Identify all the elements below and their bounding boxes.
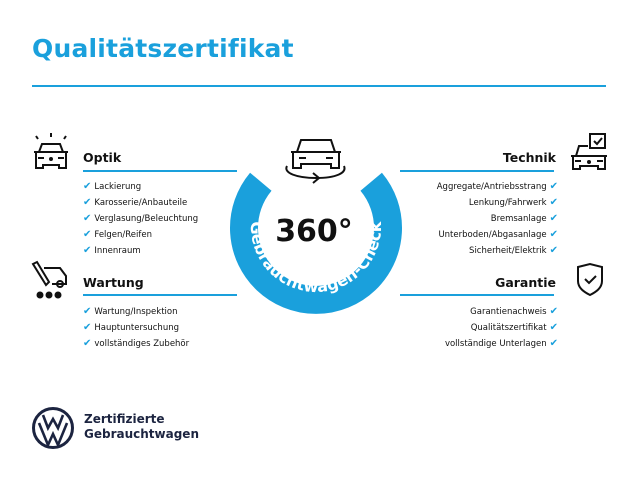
car-checkbox-icon xyxy=(571,133,607,170)
check-icon: ✔ xyxy=(83,338,92,349)
footer-brand-text: Zertifizierte Gebrauchtwagen xyxy=(84,412,199,442)
check-icon: ✔ xyxy=(549,181,558,192)
list-item-label: Karosserie/Anbauteile xyxy=(94,198,188,208)
section-heading-garantie: Garantie xyxy=(495,275,556,290)
vw-logo xyxy=(32,407,74,449)
section-heading-technik: Technik xyxy=(502,150,556,165)
check-icon: ✔ xyxy=(83,306,92,317)
list-item: Bremsanlage ✔ xyxy=(437,211,558,227)
page-title: Qualitätszertifikat xyxy=(32,34,294,63)
list-item: Qualitätszertifikat ✔ xyxy=(445,320,558,336)
check-icon: ✔ xyxy=(549,322,558,333)
check-icon: ✔ xyxy=(549,229,558,240)
list-item: Aggregate/Antriebsstrang ✔ xyxy=(437,179,558,195)
360-check-badge: Gebrauchtwagen-Check 360° xyxy=(230,139,402,314)
car-lights-icon xyxy=(34,133,68,169)
wartung-divider xyxy=(83,294,237,296)
list-item-label: Lackierung xyxy=(94,182,142,192)
list-item: ✔ Karosserie/Anbauteile xyxy=(83,195,198,211)
title-divider xyxy=(32,85,606,87)
list-item-label: Verglasung/Beleuchtung xyxy=(94,214,199,224)
section-heading-wartung: Wartung xyxy=(83,275,144,290)
list-item-label: Hauptuntersuchung xyxy=(94,323,179,333)
check-icon: ✔ xyxy=(83,245,92,256)
garantie-list: Garantienachweis ✔ Qualitätszertifikat ✔ v… xyxy=(445,304,558,352)
check-icon: ✔ xyxy=(83,197,92,208)
list-item-label: vollständiges Zubehör xyxy=(94,339,190,349)
list-item-label: vollständige Unterlagen xyxy=(444,339,547,349)
check-icon: ✔ xyxy=(83,229,92,240)
list-item-label: Bremsanlage xyxy=(490,214,547,224)
optik-list: ✔ Lackierung ✔ Karosserie/Anbauteile ✔ Verg… xyxy=(83,179,198,259)
list-item: Unterboden/Abgasanlage ✔ xyxy=(437,227,558,243)
list-item: ✔ vollständiges Zubehör xyxy=(83,336,189,352)
list-item-label: Innenraum xyxy=(94,246,141,256)
list-item: ✔ Wartung/Inspektion xyxy=(83,304,189,320)
check-icon: ✔ xyxy=(549,306,558,317)
optik-divider xyxy=(83,170,237,172)
badge-ring xyxy=(230,172,402,314)
list-item: vollständige Unterlagen ✔ xyxy=(445,336,558,352)
shield-check-icon xyxy=(577,262,603,297)
list-item-label: Garantienachweis xyxy=(470,307,547,317)
list-item-label: Wartung/Inspektion xyxy=(94,307,178,317)
list-item: Sicherheit/Elektrik ✔ xyxy=(437,243,558,259)
list-item-label: Sicherheit/Elektrik xyxy=(469,246,547,256)
list-item: ✔ Innenraum xyxy=(83,243,198,259)
list-item: ✔ Lackierung xyxy=(83,179,198,195)
service-van-tools-icon xyxy=(31,260,67,299)
garantie-divider xyxy=(400,294,554,296)
list-item: Garantienachweis ✔ xyxy=(445,304,558,320)
technik-list: Aggregate/Antriebsstrang ✔ Lenkung/Fahrwe… xyxy=(437,179,558,259)
list-item-label: Unterboden/Abgasanlage xyxy=(438,230,547,240)
technik-divider xyxy=(400,170,554,172)
section-heading-optik: Optik xyxy=(83,150,122,165)
check-icon: ✔ xyxy=(549,338,558,349)
wartung-list: ✔ Wartung/Inspektion ✔ Hauptuntersuchung ✔… xyxy=(83,304,189,352)
check-icon: ✔ xyxy=(549,197,558,208)
check-icon: ✔ xyxy=(83,322,92,333)
check-icon: ✔ xyxy=(83,213,92,224)
list-item-label: Qualitätszertifikat xyxy=(470,323,547,333)
check-icon: ✔ xyxy=(549,245,558,256)
list-item: Lenkung/Fahrwerk ✔ xyxy=(437,195,558,211)
list-item: ✔ Verglasung/Beleuchtung xyxy=(83,211,198,227)
list-item-label: Felgen/Reifen xyxy=(94,230,153,240)
list-item-label: Aggregate/Antriebsstrang xyxy=(436,182,547,192)
car-rotate-icon xyxy=(285,139,346,184)
check-icon: ✔ xyxy=(83,181,92,192)
list-item: ✔ Hauptuntersuchung xyxy=(83,320,189,336)
badge-360: 360° xyxy=(275,214,353,249)
footer-line-1: Zertifizierte xyxy=(84,412,165,426)
list-item-label: Lenkung/Fahrwerk xyxy=(468,198,547,208)
list-item: ✔ Felgen/Reifen xyxy=(83,227,198,243)
check-icon: ✔ xyxy=(549,213,558,224)
footer-line-2: Gebrauchtwagen xyxy=(84,427,199,441)
